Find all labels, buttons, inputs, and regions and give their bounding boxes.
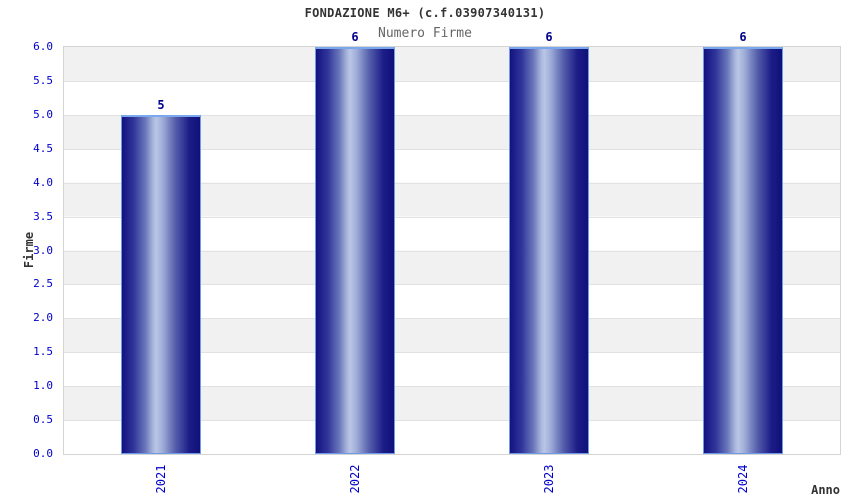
gridline [64, 386, 840, 388]
chart-title: FONDAZIONE M6+ (c.f.03907340131) [304, 6, 546, 20]
y-tick-label: 6.0 [33, 40, 53, 53]
y-tick-label: 3.0 [33, 243, 53, 257]
y-tick-label: 4.0 [33, 175, 53, 189]
bar-value-label: 5 [157, 97, 165, 112]
y-tick-label: 0.0 [33, 447, 53, 460]
x-tick-label: 2022 [348, 464, 362, 494]
plot-area: 5 6 6 6 [63, 30, 841, 455]
y-tick-label: 5.5 [33, 73, 53, 87]
gridline [64, 182, 840, 184]
y-tick-label: 1.0 [33, 379, 53, 393]
gridline [64, 318, 840, 320]
y-tick-label: 4.5 [33, 141, 53, 155]
gridline [64, 114, 840, 116]
y-tick-label: 2.0 [33, 311, 53, 325]
bar[interactable] [315, 47, 395, 454]
x-tick-label: 2021 [154, 464, 168, 494]
gridline [64, 250, 840, 252]
y-tick-label: 1.5 [33, 345, 53, 359]
gridline [64, 80, 840, 82]
gridline [64, 148, 840, 150]
y-tick-label: 5.0 [33, 107, 53, 121]
bar-value-label: 6 [739, 30, 747, 44]
gridline [64, 284, 840, 286]
x-tick-label: 2023 [542, 464, 556, 494]
bar[interactable] [121, 114, 201, 454]
x-axis-title: Anno [811, 483, 840, 497]
bar[interactable] [703, 47, 783, 454]
x-tick-label: 2024 [736, 464, 750, 494]
y-tick-label: 3.5 [33, 209, 53, 223]
bar-value-label: 6 [351, 30, 359, 44]
gridline [64, 216, 840, 218]
bar[interactable] [509, 47, 589, 454]
chart-subtitle: Numero Firme [378, 26, 472, 41]
gridline [64, 352, 840, 354]
y-tick-label: 0.5 [33, 413, 53, 427]
y-tick-label: 2.5 [33, 277, 53, 291]
bar-value-label: 6 [545, 30, 553, 44]
gridline [64, 420, 840, 422]
